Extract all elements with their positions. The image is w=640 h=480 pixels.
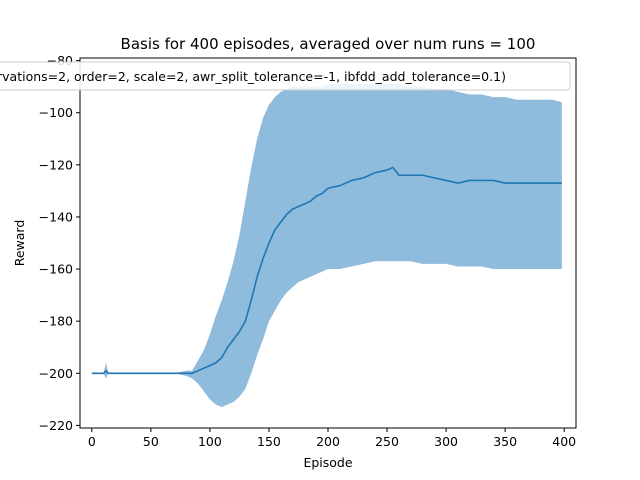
legend-entry-label: rvations=2, order=2, scale=2, awr_split_… (0, 69, 506, 84)
y-tick-label: −120 (39, 157, 73, 172)
x-tick-label: 400 (552, 434, 576, 449)
y-tick-label: −100 (39, 105, 73, 120)
x-axis-ticks: 0 50 100 150 200 250 300 350 400 (88, 428, 576, 449)
x-axis-label: Episode (303, 455, 352, 470)
x-tick-label: 300 (434, 434, 458, 449)
x-tick-label: 150 (257, 434, 281, 449)
y-tick-label: −200 (39, 366, 73, 381)
mean-line-layer (91, 166, 562, 375)
x-tick-label: 0 (88, 434, 96, 449)
chart-title: Basis for 400 episodes, averaged over nu… (121, 35, 536, 53)
y-axis-ticks: −220−200−180−160−140−120−100−80 (39, 53, 80, 433)
y-tick-label: −160 (39, 262, 73, 277)
x-tick-label: 350 (493, 434, 517, 449)
x-tick-label: 200 (316, 434, 340, 449)
x-tick-label: 250 (375, 434, 399, 449)
x-tick-label: 50 (143, 434, 159, 449)
y-axis-label: Reward (12, 220, 27, 267)
mean-reward-line (91, 166, 562, 375)
y-tick-label: −220 (39, 418, 73, 433)
legend: rvations=2, order=2, scale=2, awr_split_… (0, 61, 571, 91)
x-tick-label: 100 (198, 434, 222, 449)
y-tick-label: −140 (39, 209, 73, 224)
confidence-band (91, 84, 562, 408)
legend-box (0, 61, 571, 91)
confidence-band-layer (91, 84, 562, 408)
y-tick-label: −180 (39, 314, 73, 329)
